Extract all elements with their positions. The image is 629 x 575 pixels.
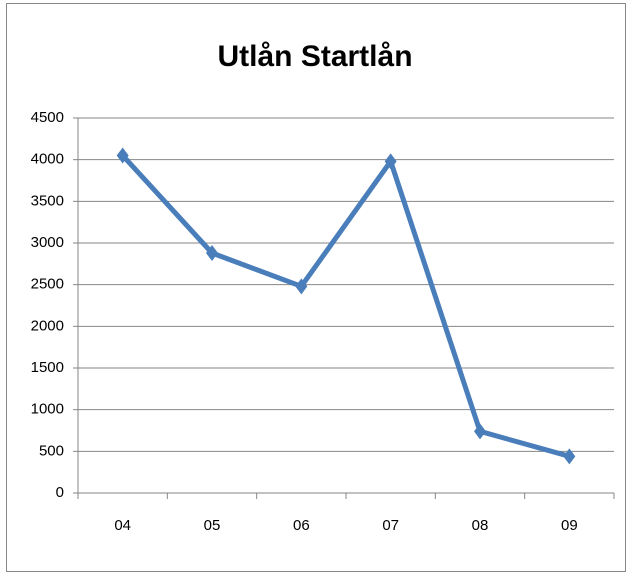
x-tick-label: 08: [472, 517, 489, 534]
data-marker: [206, 245, 218, 261]
data-marker: [116, 147, 129, 164]
y-tick-label: 4000: [31, 151, 64, 168]
data-marker: [295, 278, 308, 295]
x-tick-label: 06: [293, 517, 310, 534]
x-tick-label: 04: [114, 517, 131, 534]
chart-border: [6, 3, 626, 572]
y-tick-label: 3000: [31, 234, 64, 251]
x-tick-label: 05: [204, 517, 221, 534]
y-tick-label: 0: [56, 484, 64, 501]
x-tick-label: 07: [382, 517, 399, 534]
data-marker: [384, 153, 397, 170]
data-line: [120, 153, 571, 459]
y-tick-label: 2000: [31, 317, 64, 334]
x-tick-label: 09: [561, 517, 578, 534]
data-marker: [563, 448, 576, 465]
y-tick-label: 1000: [31, 401, 64, 418]
y-tick-label: 3500: [31, 192, 64, 209]
y-tick-label: 2500: [31, 276, 64, 293]
chart-title: Utlån Startlån: [217, 40, 412, 73]
data-marker: [474, 423, 486, 440]
y-tick-label: 1500: [31, 359, 64, 376]
y-tick-label: 500: [39, 442, 64, 459]
y-tick-label: 4500: [31, 109, 64, 126]
